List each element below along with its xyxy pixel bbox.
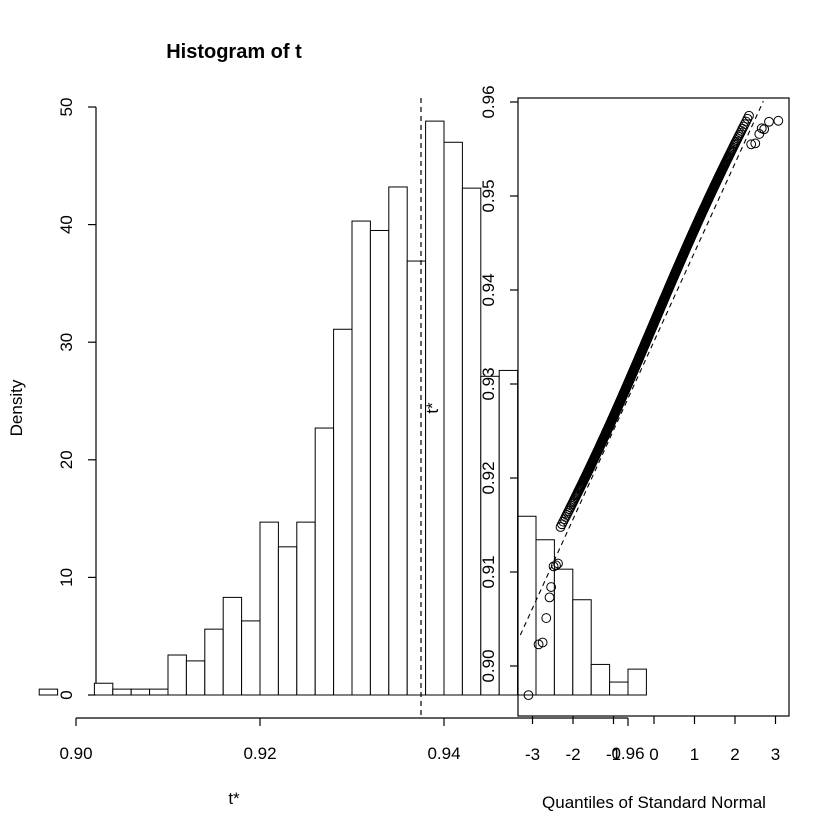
qq-x-axis-label: Quantiles of Standard Normal bbox=[542, 793, 766, 812]
histogram-bar bbox=[277, 546, 298, 696]
histogram-x-axis: 0.90 0.92 0.94 0.96 bbox=[59, 717, 645, 763]
histogram-bar bbox=[351, 220, 371, 696]
qq-point bbox=[546, 582, 557, 592]
qq-x-tick-label: 1 bbox=[690, 745, 699, 764]
histogram-x-tick-label: 0.96 bbox=[611, 744, 644, 763]
qq-point bbox=[544, 592, 555, 603]
histogram-bar bbox=[149, 688, 169, 696]
histogram-bar bbox=[130, 688, 151, 696]
histogram-bar bbox=[609, 681, 629, 696]
qq-x-tick-label: -2 bbox=[565, 745, 580, 764]
qq-point bbox=[764, 116, 774, 127]
histogram-x-tick-label: 0.90 bbox=[59, 744, 92, 763]
histogram-bar bbox=[259, 521, 279, 696]
histogram-bar bbox=[461, 187, 482, 696]
histogram-bar bbox=[590, 663, 611, 696]
qq-point bbox=[746, 139, 757, 150]
qq-point bbox=[541, 613, 552, 623]
qq-point bbox=[741, 116, 751, 127]
qq-y-axis: 0.90 0.91 0.92 0.93 0.94 0.95 0.96 bbox=[479, 85, 518, 683]
histogram-x-tick-label: 0.92 bbox=[243, 744, 276, 763]
histogram-bar bbox=[333, 328, 353, 696]
histogram-bar bbox=[627, 668, 647, 696]
histogram-bar bbox=[204, 628, 224, 696]
histogram-bar bbox=[553, 568, 574, 696]
histogram-title: Histogram of t bbox=[166, 41, 302, 63]
qq-y-axis-label: t* bbox=[423, 402, 442, 414]
qq-reference-line bbox=[519, 100, 764, 636]
qq-point bbox=[739, 119, 750, 130]
histogram-y-tick-label: 10 bbox=[57, 568, 76, 587]
qq-x-tick-label: 2 bbox=[730, 745, 739, 764]
qq-y-tick-label: 0.92 bbox=[479, 461, 498, 494]
histogram-bar bbox=[443, 141, 463, 696]
histogram-bar bbox=[222, 596, 243, 696]
qq-x-tick-label: -3 bbox=[525, 745, 540, 764]
qq-point bbox=[537, 637, 548, 648]
qq-point bbox=[744, 110, 754, 121]
histogram-bar bbox=[296, 521, 316, 696]
qq-x-tick-label: 0 bbox=[649, 745, 658, 764]
qq-y-tick-label: 0.90 bbox=[479, 649, 498, 682]
histogram-bar bbox=[480, 375, 500, 696]
histogram-y-tick-label: 40 bbox=[57, 215, 76, 234]
histogram-bar bbox=[185, 660, 206, 696]
histogram-bars bbox=[38, 120, 647, 696]
histogram-y-tick-label: 20 bbox=[57, 450, 76, 469]
qq-y-tick-label: 0.91 bbox=[479, 555, 498, 588]
histogram-bar bbox=[388, 186, 408, 696]
histogram-x-axis-label: t* bbox=[228, 789, 240, 808]
qq-point bbox=[553, 558, 563, 569]
histogram-panel: Histogram of t t* Density 0 10 20 30 40 50 0.… bbox=[7, 41, 647, 808]
qq-point bbox=[523, 690, 534, 701]
histogram-bar bbox=[314, 427, 335, 696]
histogram-y-axis-label: Density bbox=[7, 379, 26, 436]
histogram-bar bbox=[167, 654, 187, 696]
qq-point bbox=[750, 138, 761, 149]
histogram-bar bbox=[498, 369, 519, 696]
qq-y-tick-label: 0.94 bbox=[479, 273, 498, 306]
qq-x-axis: -3 -2 -1 0 1 2 3 bbox=[525, 716, 780, 764]
histogram-bar bbox=[517, 515, 537, 696]
qq-point bbox=[551, 560, 561, 571]
histogram-bar bbox=[241, 620, 261, 696]
histogram-bar bbox=[38, 688, 59, 696]
qq-point bbox=[754, 129, 765, 139]
histogram-bar bbox=[93, 682, 114, 696]
qq-point bbox=[559, 514, 570, 525]
histogram-x-tick-label: 0.94 bbox=[427, 744, 460, 763]
qq-point bbox=[773, 115, 784, 126]
histogram-bar bbox=[535, 539, 555, 696]
histogram-y-tick-label: 50 bbox=[57, 98, 76, 117]
qq-point bbox=[759, 124, 770, 135]
histogram-bar bbox=[406, 260, 427, 696]
histogram-y-tick-label: 30 bbox=[57, 333, 76, 352]
histogram-bar bbox=[112, 688, 132, 696]
qq-reference-line bbox=[519, 100, 764, 636]
histogram-y-tick-label: 0 bbox=[57, 690, 76, 699]
histogram-bar bbox=[369, 229, 390, 696]
histogram-y-axis: 0 10 20 30 40 50 bbox=[57, 98, 97, 700]
qq-x-tick-label: -1 bbox=[606, 745, 621, 764]
qq-x-tick-label: 3 bbox=[771, 745, 780, 764]
qq-point bbox=[738, 121, 749, 132]
qq-y-tick-label: 0.95 bbox=[479, 179, 498, 212]
qq-y-tick-label: 0.96 bbox=[479, 85, 498, 118]
qq-points bbox=[523, 110, 784, 701]
qq-point bbox=[555, 522, 566, 532]
histogram-bar bbox=[572, 599, 592, 696]
qq-y-tick-label: 0.93 bbox=[479, 367, 498, 400]
qq-plot-panel: Quantiles of Standard Normal t* 0.90 0.91… bbox=[423, 85, 790, 812]
